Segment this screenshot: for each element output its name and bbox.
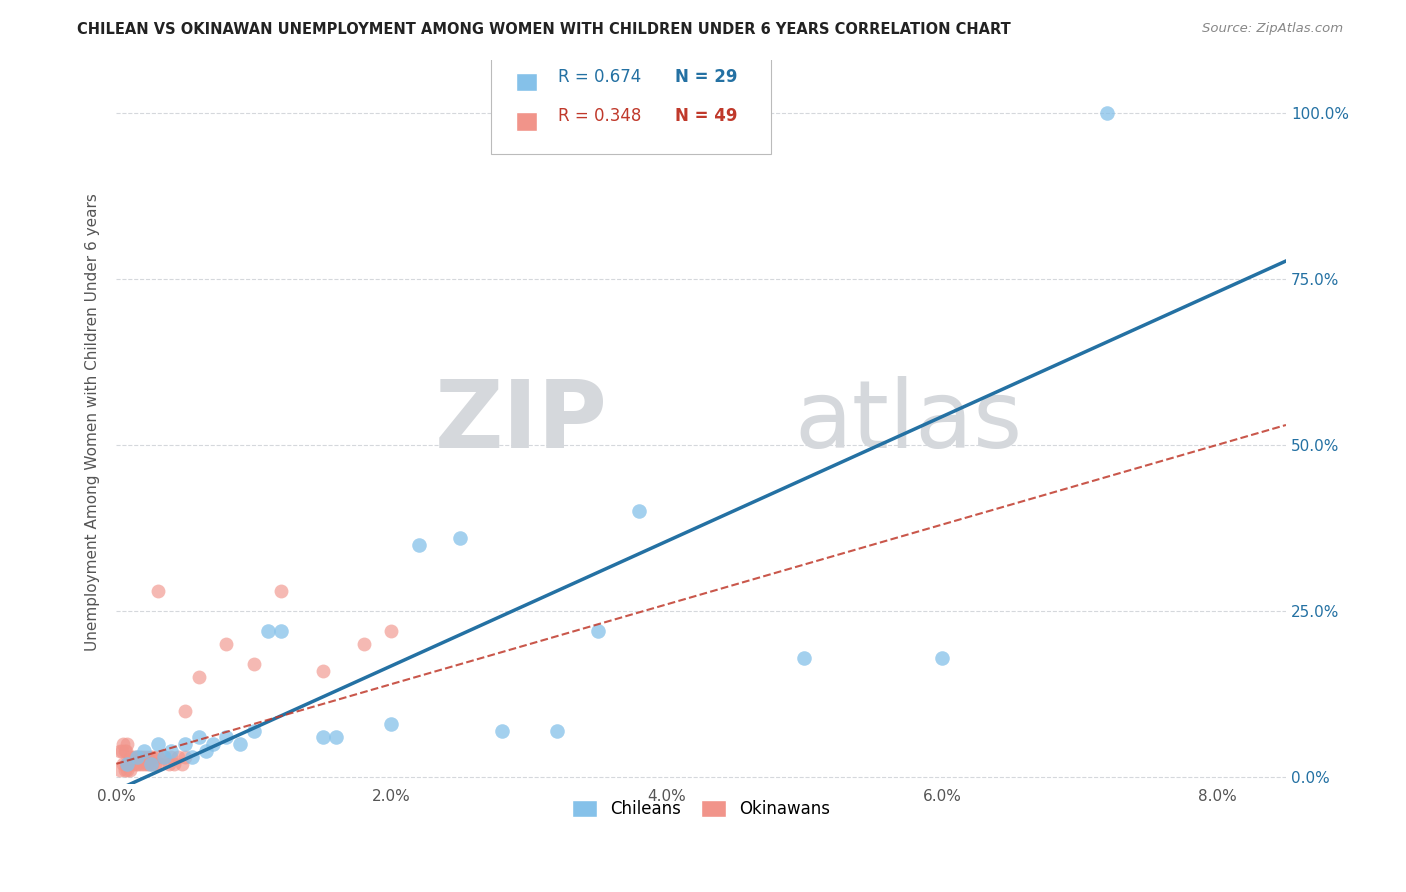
Point	[163, 756, 186, 771]
Point	[243, 657, 266, 672]
Point	[174, 737, 197, 751]
Point	[172, 756, 194, 771]
Point	[143, 756, 166, 771]
Point	[160, 750, 183, 764]
FancyBboxPatch shape	[491, 37, 772, 153]
Point	[167, 750, 190, 764]
Point	[127, 756, 149, 771]
Point	[201, 737, 224, 751]
Point	[112, 756, 135, 771]
Point	[117, 764, 139, 778]
Point	[114, 743, 136, 757]
Point	[128, 750, 150, 764]
Point	[117, 737, 139, 751]
Point	[124, 756, 146, 771]
Y-axis label: Unemployment Among Women with Children Under 6 years: Unemployment Among Women with Children U…	[86, 193, 100, 650]
Point	[117, 756, 139, 771]
Point	[115, 756, 138, 771]
Point	[139, 756, 162, 771]
Point	[132, 743, 155, 757]
Point	[146, 737, 169, 751]
Point	[174, 704, 197, 718]
Point	[118, 756, 141, 771]
Point	[115, 743, 138, 757]
Text: R = 0.348: R = 0.348	[558, 107, 641, 125]
Bar	[516, 112, 537, 130]
Point	[146, 750, 169, 764]
Point	[122, 750, 145, 764]
Point	[125, 750, 148, 764]
Point	[135, 756, 157, 771]
Point	[586, 624, 609, 638]
Point	[215, 637, 238, 651]
Text: R = 0.674: R = 0.674	[558, 68, 641, 86]
Point	[353, 637, 375, 651]
Text: atlas: atlas	[794, 376, 1024, 467]
Point	[157, 756, 180, 771]
Point	[380, 624, 402, 638]
Point	[112, 737, 135, 751]
Point	[1095, 105, 1118, 120]
Point	[793, 650, 815, 665]
Point	[325, 730, 347, 744]
Point	[125, 750, 148, 764]
Point	[628, 504, 651, 518]
Point	[129, 756, 152, 771]
Point	[111, 743, 134, 757]
Point	[312, 664, 335, 678]
Point	[138, 756, 160, 771]
Point	[114, 764, 136, 778]
Point	[931, 650, 953, 665]
Legend: Chileans, Okinawans: Chileans, Okinawans	[564, 791, 839, 826]
Point	[270, 624, 292, 638]
Point	[141, 756, 163, 771]
Point	[380, 717, 402, 731]
Text: N = 29: N = 29	[675, 68, 738, 86]
Point	[312, 730, 335, 744]
Point	[132, 756, 155, 771]
Point	[118, 750, 141, 764]
Text: ZIP: ZIP	[434, 376, 607, 467]
Point	[194, 743, 217, 757]
Point	[134, 750, 156, 764]
Point	[136, 750, 159, 764]
Point	[142, 750, 165, 764]
Point	[174, 750, 197, 764]
Point	[110, 764, 132, 778]
Point	[187, 670, 209, 684]
Point	[243, 723, 266, 738]
Point	[160, 743, 183, 757]
Point	[187, 730, 209, 744]
Point	[256, 624, 278, 638]
Point	[149, 756, 172, 771]
Text: N = 49: N = 49	[675, 107, 738, 125]
Point	[131, 750, 153, 764]
Bar	[516, 73, 537, 92]
Point	[270, 584, 292, 599]
Point	[491, 723, 513, 738]
Point	[110, 743, 132, 757]
Point	[408, 538, 430, 552]
Point	[153, 750, 176, 764]
Point	[153, 750, 176, 764]
Point	[118, 764, 141, 778]
Point	[215, 730, 238, 744]
Point	[146, 584, 169, 599]
Point	[449, 531, 471, 545]
Text: Source: ZipAtlas.com: Source: ZipAtlas.com	[1202, 22, 1343, 36]
Point	[229, 737, 252, 751]
Point	[546, 723, 568, 738]
Point	[139, 750, 162, 764]
Point	[181, 750, 204, 764]
Point	[121, 756, 143, 771]
Text: CHILEAN VS OKINAWAN UNEMPLOYMENT AMONG WOMEN WITH CHILDREN UNDER 6 YEARS CORRELA: CHILEAN VS OKINAWAN UNEMPLOYMENT AMONG W…	[77, 22, 1011, 37]
